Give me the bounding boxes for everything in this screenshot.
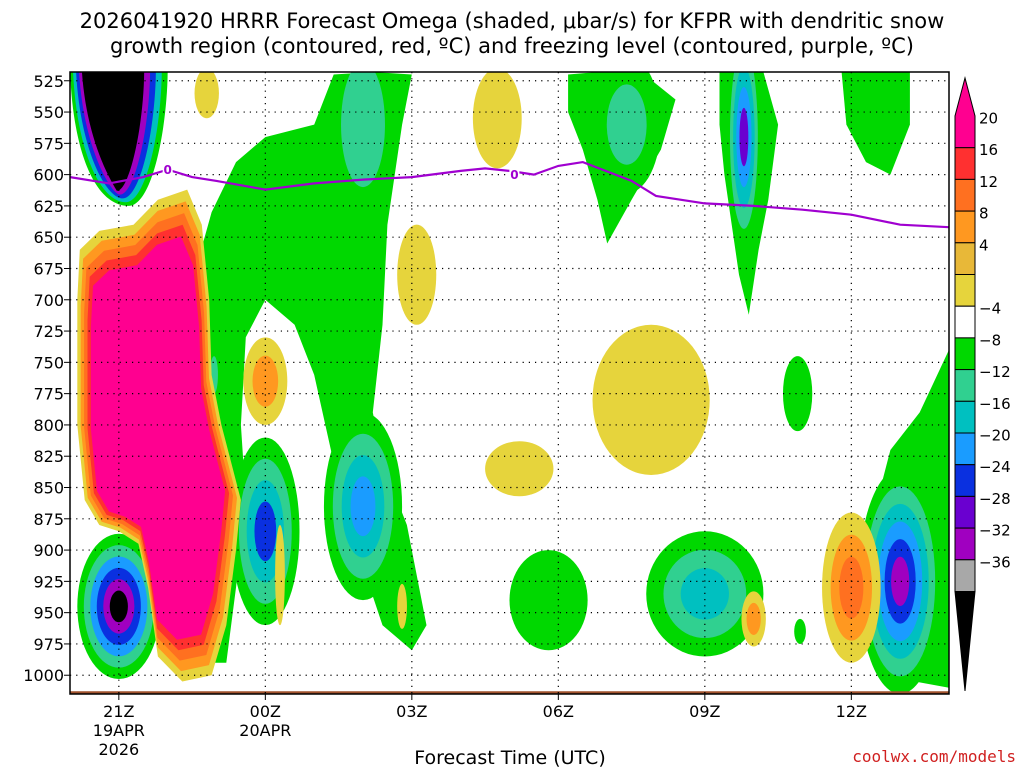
y-tick-label-625: 625	[33, 197, 64, 216]
y-tick-label-650: 650	[33, 228, 64, 247]
plot-frame	[69, 71, 950, 695]
y-tick-label-825: 825	[33, 447, 64, 466]
colorbar-label-1: 16	[979, 141, 998, 159]
colorbar-swatch-12	[954, 495, 976, 529]
x-tick-date-21Z: 19APR	[93, 721, 145, 740]
y-tick-label-950: 950	[33, 604, 64, 623]
colorbar-label-0: 20	[979, 110, 998, 128]
plot-area	[70, 72, 949, 694]
omega-descent-00z-level-1	[252, 355, 279, 407]
colorbar-swatch-1	[954, 147, 976, 180]
x-tick-label-00Z: 00Z	[250, 702, 281, 721]
colorbar-swatch-14	[954, 559, 976, 592]
colorbar-swatch-3	[954, 210, 976, 244]
freezing-level-label-0: 0	[163, 163, 171, 177]
credit-text: coolwx.com/models	[852, 747, 1016, 766]
colorbar-swatch-4	[954, 242, 976, 276]
colorbar-label-10: −24	[979, 458, 1011, 476]
y-tick-label-750: 750	[33, 353, 64, 372]
y-tick-label-775: 775	[33, 385, 64, 404]
colorbar-swatch-8	[954, 369, 976, 402]
y-tick-label-700: 700	[33, 291, 64, 310]
omega-descent-05z-low-level-0	[485, 441, 554, 497]
colorbar-label-2: 12	[979, 173, 998, 191]
x-tick-label-09Z: 09Z	[689, 702, 720, 721]
y-tick-label-850: 850	[33, 479, 64, 498]
colorbar-swatch-13	[954, 527, 976, 561]
y-tick-label-725: 725	[33, 322, 64, 341]
omega-ascent-04z-low-level-0	[509, 550, 588, 651]
omega-descent-04z-top-level-0	[472, 72, 522, 169]
colorbar-label-6: −8	[979, 331, 1001, 349]
x-axis-label: Forecast Time (UTC)	[414, 747, 605, 768]
omega-subsidence-level-4	[90, 236, 226, 640]
colorbar-label-12: −32	[979, 522, 1011, 540]
colorbar-label-8: −16	[979, 395, 1011, 413]
y-tick-label-1000: 1000	[23, 666, 64, 685]
omega-green-12z-top	[841, 72, 910, 175]
omega-green-11z-small	[782, 356, 813, 432]
omega-descent-03z-dot	[397, 583, 407, 629]
colorbar: 20 16 12 8 4 −4 −8 −12 −16 −20 −24 −28 −32 −36	[954, 76, 1011, 692]
colorbar-swatch-7	[954, 337, 976, 371]
freezing-label-bg-1	[509, 167, 520, 181]
omega-descent-01z-thin	[275, 525, 285, 626]
colorbar-swatch-6	[954, 305, 976, 339]
colorbar-label-3: 8	[979, 205, 989, 223]
omega-descent-10z-dot-level-1	[746, 602, 761, 635]
y-tick-label-975: 975	[33, 635, 64, 654]
omega-ascent-01z-top-level-0	[341, 72, 385, 188]
colorbar-swatch-11	[954, 464, 976, 497]
omega-green-11z-dot	[794, 618, 806, 644]
omega-ascent-06z-top-level-1	[606, 84, 647, 165]
grid-lines	[70, 72, 949, 694]
colorbar-swatch-15	[954, 591, 976, 692]
omega-ascent-09z-top-level-4	[739, 107, 749, 167]
colorbar-label-9: −20	[979, 427, 1011, 445]
y-tick-label-675: 675	[33, 259, 64, 278]
y-tick-label-925: 925	[33, 572, 64, 591]
x-tick-label-03Z: 03Z	[396, 702, 427, 721]
colorbar-swatch-9	[954, 400, 976, 434]
colorbar-label-5: −4	[979, 300, 1001, 318]
ground-surface	[70, 691, 949, 694]
x-tick-year-21Z: 2026	[98, 740, 139, 759]
colorbar-swatch-2	[954, 178, 976, 212]
freezing-level-line	[70, 160, 949, 229]
y-tick-label-900: 900	[33, 541, 64, 560]
x-tick-label-12Z: 12Z	[836, 702, 867, 721]
freezing-level-label-1: 0	[510, 168, 518, 182]
y-tick-label-550: 550	[33, 103, 64, 122]
omega-top-left-level-5	[85, 72, 139, 188]
colorbar-swatch-5	[954, 274, 976, 307]
chart-title-line2: growth region (contoured, red, ºC) and f…	[110, 34, 914, 58]
omega-ascent-02z-low-level-3	[350, 476, 376, 537]
y-tick-label-800: 800	[33, 416, 64, 435]
colorbar-swatch-10	[954, 432, 976, 466]
colorbar-swatch-0	[954, 76, 976, 149]
x-tick-date-00Z: 20APR	[239, 721, 291, 740]
colorbar-label-4: 4	[979, 236, 989, 254]
omega-descent-22z-top	[194, 72, 219, 119]
colorbar-label-13: −36	[979, 553, 1011, 571]
colorbar-label-7: −12	[979, 363, 1011, 381]
y-tick-label-600: 600	[33, 166, 64, 185]
chart-title-line1: 2026041920 HRRR Forecast Omega (shaded, …	[80, 9, 945, 33]
x-tick-label-06Z: 06Z	[543, 702, 574, 721]
y-tick-label-875: 875	[33, 510, 64, 529]
omega-ascent-13z-low-level-5	[891, 556, 910, 607]
colorbar-label-11: −28	[979, 490, 1011, 508]
x-tick-label-21Z: 21Z	[103, 702, 134, 721]
y-tick-label-575: 575	[33, 134, 64, 153]
freezing-label-bg-0	[162, 162, 173, 176]
y-axis: 525 550 575 600 625 650 675 700 725 750 775 800 825 8…	[23, 72, 70, 685]
omega-descent-03z-mid-level-0	[397, 224, 437, 325]
omega-descent-07z-mid-level-0	[592, 324, 710, 475]
y-tick-label-525: 525	[33, 72, 64, 91]
